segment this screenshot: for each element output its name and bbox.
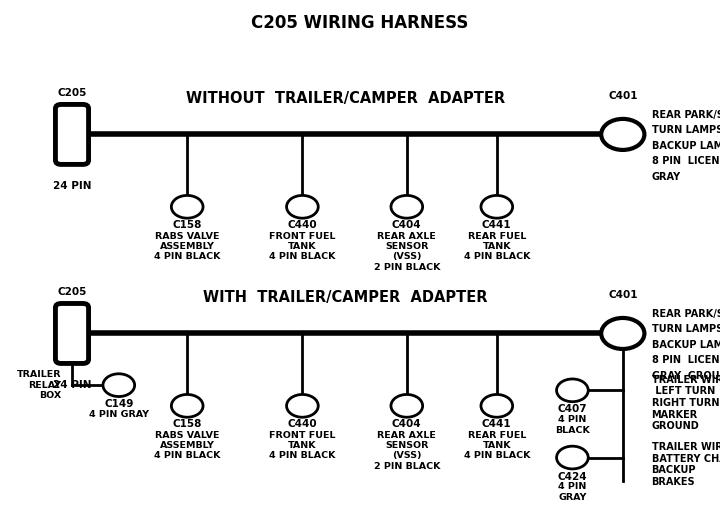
Circle shape [391, 195, 423, 218]
Text: REAR FUEL
TANK
4 PIN BLACK: REAR FUEL TANK 4 PIN BLACK [464, 232, 530, 262]
Text: RABS VALVE
ASSEMBLY
4 PIN BLACK: RABS VALVE ASSEMBLY 4 PIN BLACK [154, 232, 220, 262]
Text: WITHOUT  TRAILER/CAMPER  ADAPTER: WITHOUT TRAILER/CAMPER ADAPTER [186, 90, 505, 106]
Text: 4 PIN
GRAY: 4 PIN GRAY [558, 482, 587, 502]
Text: TRAILER WIRES
 LEFT TURN
RIGHT TURN
MARKER
GROUND: TRAILER WIRES LEFT TURN RIGHT TURN MARKE… [652, 375, 720, 431]
Circle shape [171, 394, 203, 417]
Text: C407: C407 [557, 404, 588, 414]
Circle shape [287, 195, 318, 218]
Text: C441: C441 [482, 220, 512, 230]
Text: 24 PIN: 24 PIN [53, 380, 91, 390]
Text: C424: C424 [557, 472, 588, 481]
Circle shape [481, 195, 513, 218]
Text: BACKUP LAMPS: BACKUP LAMPS [652, 340, 720, 350]
Text: 4 PIN GRAY: 4 PIN GRAY [89, 410, 149, 419]
Text: WITH  TRAILER/CAMPER  ADAPTER: WITH TRAILER/CAMPER ADAPTER [203, 290, 488, 305]
Circle shape [601, 318, 644, 349]
Text: 24 PIN: 24 PIN [53, 181, 91, 191]
Text: TRAILER
RELAY
BOX: TRAILER RELAY BOX [17, 370, 61, 400]
Text: BACKUP LAMPS: BACKUP LAMPS [652, 141, 720, 151]
Circle shape [557, 446, 588, 469]
Text: C404: C404 [392, 220, 422, 230]
FancyBboxPatch shape [55, 303, 89, 363]
Text: REAR FUEL
TANK
4 PIN BLACK: REAR FUEL TANK 4 PIN BLACK [464, 431, 530, 461]
Text: C401: C401 [608, 91, 637, 101]
Text: 8 PIN  LICENSE LAMPS: 8 PIN LICENSE LAMPS [652, 355, 720, 366]
Text: C158: C158 [173, 419, 202, 429]
Text: REAR AXLE
SENSOR
(VSS)
2 PIN BLACK: REAR AXLE SENSOR (VSS) 2 PIN BLACK [374, 431, 440, 471]
Circle shape [557, 379, 588, 402]
Text: FRONT FUEL
TANK
4 PIN BLACK: FRONT FUEL TANK 4 PIN BLACK [269, 431, 336, 461]
Text: GRAY  GROUND: GRAY GROUND [652, 371, 720, 381]
Text: 4 PIN
BLACK: 4 PIN BLACK [555, 415, 590, 435]
Circle shape [481, 394, 513, 417]
Text: TURN LAMPS: TURN LAMPS [652, 324, 720, 334]
Text: REAR AXLE
SENSOR
(VSS)
2 PIN BLACK: REAR AXLE SENSOR (VSS) 2 PIN BLACK [374, 232, 440, 272]
Text: C404: C404 [392, 419, 422, 429]
Text: GRAY: GRAY [652, 172, 680, 182]
Text: C440: C440 [287, 220, 318, 230]
FancyBboxPatch shape [55, 104, 89, 164]
Text: C158: C158 [173, 220, 202, 230]
Text: C401: C401 [608, 290, 637, 300]
Text: REAR PARK/STOP: REAR PARK/STOP [652, 309, 720, 319]
Text: C149: C149 [104, 399, 133, 409]
Text: C205 WIRING HARNESS: C205 WIRING HARNESS [251, 14, 469, 32]
Text: C441: C441 [482, 419, 512, 429]
Circle shape [103, 374, 135, 397]
Circle shape [601, 119, 644, 150]
Text: 8 PIN  LICENSE LAMPS: 8 PIN LICENSE LAMPS [652, 156, 720, 166]
Text: FRONT FUEL
TANK
4 PIN BLACK: FRONT FUEL TANK 4 PIN BLACK [269, 232, 336, 262]
Text: REAR PARK/STOP: REAR PARK/STOP [652, 110, 720, 120]
Circle shape [171, 195, 203, 218]
Text: TRAILER WIRES
BATTERY CHARGE
BACKUP
BRAKES: TRAILER WIRES BATTERY CHARGE BACKUP BRAK… [652, 442, 720, 487]
Text: C205: C205 [58, 88, 86, 98]
Text: C205: C205 [58, 287, 86, 297]
Text: TURN LAMPS: TURN LAMPS [652, 125, 720, 135]
Text: C440: C440 [287, 419, 318, 429]
Circle shape [391, 394, 423, 417]
Circle shape [287, 394, 318, 417]
Text: RABS VALVE
ASSEMBLY
4 PIN BLACK: RABS VALVE ASSEMBLY 4 PIN BLACK [154, 431, 220, 461]
